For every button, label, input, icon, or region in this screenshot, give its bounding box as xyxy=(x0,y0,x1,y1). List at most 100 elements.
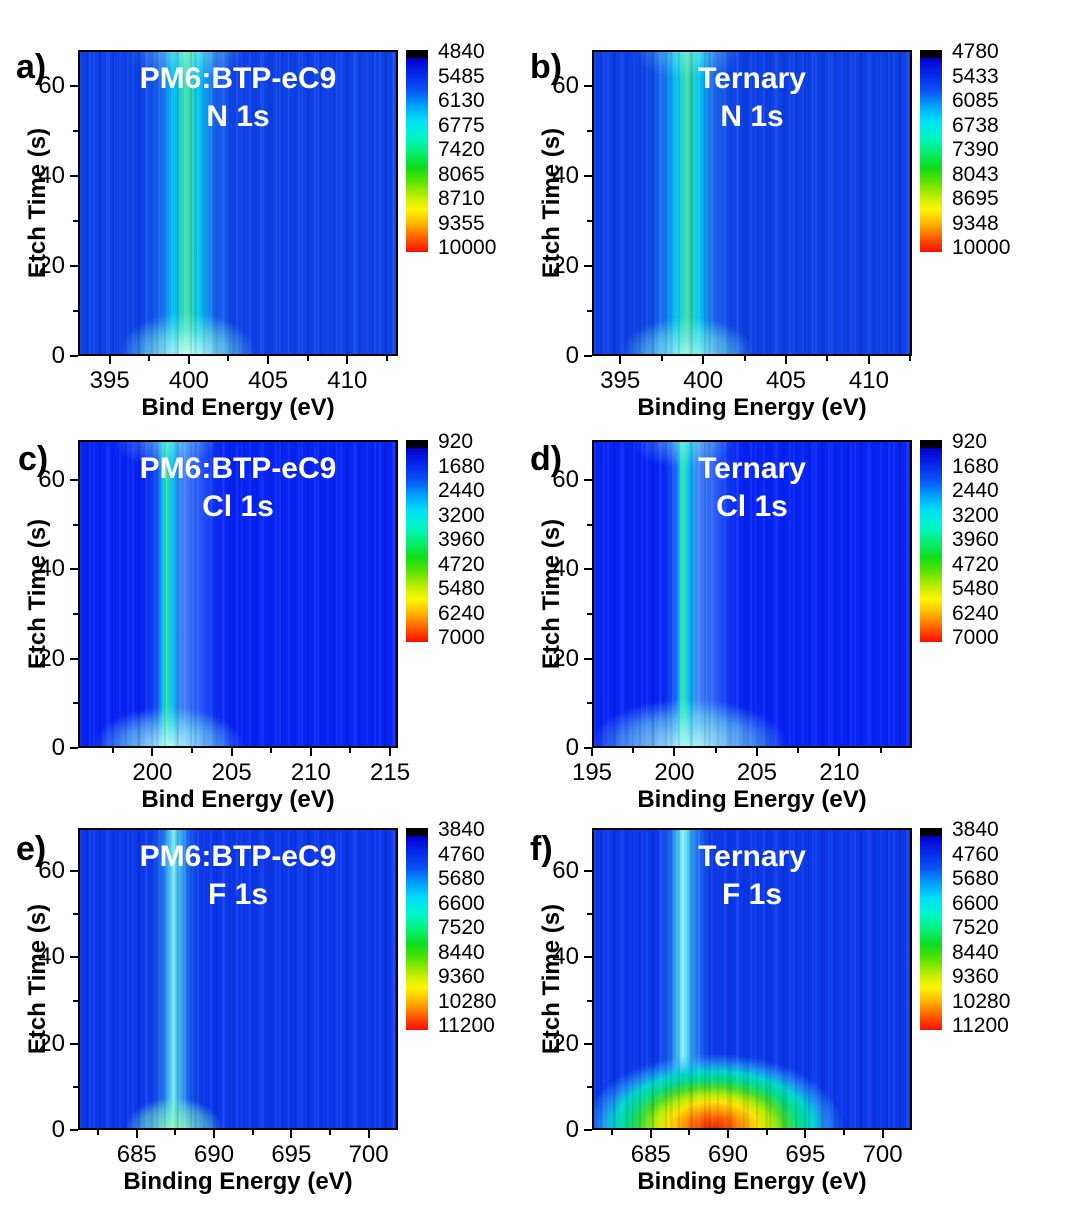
plot-title-e-line2: F 1s xyxy=(207,878,269,911)
x-axis-title-c: Bind Energy (eV) xyxy=(141,786,335,813)
x-axis-title-b: Binding Energy (eV) xyxy=(637,394,867,421)
colorbar-labels-b: 4780 5433 6085 6738 7390 8043 8695 9348 10000 xyxy=(952,41,1047,259)
x-tick xyxy=(867,356,870,364)
colorbar-tick-label: 3840 xyxy=(952,818,999,841)
y-tick-label: 60 xyxy=(552,857,579,885)
x-tick xyxy=(804,1130,807,1138)
colorbar-tick-label: 3960 xyxy=(438,528,485,551)
plot-title-b-line2: N 1s xyxy=(720,100,784,133)
y-tick-label: 0 xyxy=(51,342,65,369)
x-minor-tick xyxy=(385,356,388,361)
y-tick xyxy=(584,84,592,87)
plot-title-d-line2: Cl 1s xyxy=(716,490,788,523)
y-tick-label: 40 xyxy=(552,162,579,189)
colorbar-tick-label: 3960 xyxy=(952,528,999,551)
y-tick-label: 60 xyxy=(38,857,65,885)
y-tick-label: 0 xyxy=(51,1116,65,1143)
panel-label-c: c) xyxy=(18,440,49,478)
x-tick-label: 405 xyxy=(248,367,289,394)
plot-title-d: Ternary Cl 1s xyxy=(594,450,910,526)
x-tick-label: 395 xyxy=(89,367,130,394)
colorbar-tick-label: 1680 xyxy=(952,454,999,478)
x-tick-label: 695 xyxy=(271,1141,312,1168)
x-minor-tick xyxy=(765,1130,768,1135)
y-tick xyxy=(584,265,592,267)
y-minor-tick xyxy=(587,219,592,222)
colorbar-tick-label: 5480 xyxy=(438,577,485,600)
colorbar-tick-label: 7000 xyxy=(952,626,999,649)
y-tick xyxy=(70,1129,78,1131)
colorbar-tick-label: 4840 xyxy=(438,40,485,63)
colorbar-tick-label: 6240 xyxy=(438,601,485,625)
x-tick-label: 690 xyxy=(194,1141,235,1168)
x-tick xyxy=(151,748,154,756)
x-minor-tick xyxy=(306,356,309,361)
x-tick-label: 200 xyxy=(132,759,173,786)
y-tick xyxy=(70,84,78,87)
heatmap-f: Ternary F 1s xyxy=(592,828,912,1130)
y-minor-tick xyxy=(587,1085,592,1088)
colorbar-tick-label: 5485 xyxy=(438,64,485,88)
colorbar-tick-label: 4720 xyxy=(952,552,999,576)
x-tick-label: 215 xyxy=(370,759,411,786)
y-tick xyxy=(584,568,592,571)
y-minor-tick xyxy=(73,613,78,616)
colorbar-tick-label: 5680 xyxy=(952,867,999,890)
x-tick xyxy=(290,1130,293,1138)
colorbar-tick-label: 7520 xyxy=(438,916,485,939)
plot-title-e-line1: PM6:BTP-eC9 xyxy=(139,840,337,873)
x-axis-title-e: Binding Energy (eV) xyxy=(123,1168,353,1195)
x-minor-tick xyxy=(879,748,882,753)
x-tick-label: 410 xyxy=(327,367,368,394)
colorbar-tick-label: 9360 xyxy=(438,965,485,988)
colorbar-tick-label: 9348 xyxy=(952,211,999,235)
plot-title-c-line1: PM6:BTP-eC9 xyxy=(139,452,337,485)
colorbar-tick-label: 4760 xyxy=(952,842,999,866)
colorbar-tick-label: 10000 xyxy=(952,236,1011,259)
colorbar-tick-label: 6738 xyxy=(952,113,999,137)
y-tick-label: 20 xyxy=(38,252,65,279)
y-minor-tick xyxy=(73,1085,78,1088)
colorbar-tick-label: 1680 xyxy=(438,454,485,478)
x-tick-label: 700 xyxy=(862,1141,903,1168)
colorbar-labels-e: 3840 4760 5680 6600 7520 8440 9360 10280 11200 xyxy=(438,819,533,1037)
plot-title-e: PM6:BTP-eC9 F 1s xyxy=(80,838,396,914)
y-tick xyxy=(584,479,592,482)
heatmap-b: Ternary N 1s xyxy=(592,50,912,356)
y-tick-label: 20 xyxy=(552,252,579,279)
colorbar-labels-a: 4840 5485 6130 6775 7420 8065 8710 9355 10000 xyxy=(438,41,533,259)
colorbar-tick-label: 9360 xyxy=(952,965,999,988)
x-minor-tick xyxy=(174,1130,177,1135)
y-tick-label: 0 xyxy=(565,342,579,369)
colorbar-tick-label: 6775 xyxy=(438,113,485,137)
colorbar-labels-d: 920 1680 2440 3200 3960 4720 5480 6240 7000 xyxy=(952,431,1047,649)
y-tick xyxy=(70,870,78,873)
y-minor-tick xyxy=(73,702,78,705)
colorbar-tick-label: 2440 xyxy=(952,479,999,502)
x-minor-tick xyxy=(349,748,352,753)
y-tick-label: 60 xyxy=(38,71,65,99)
colorbar-b xyxy=(920,50,942,252)
colorbar-tick-label: 2440 xyxy=(438,479,485,502)
colorbar-tick-label: 5433 xyxy=(952,64,999,88)
colorbar-tick-label: 3200 xyxy=(952,503,999,527)
y-tick-label: 20 xyxy=(38,1029,65,1057)
y-tick-label: 20 xyxy=(552,644,579,672)
x-axis-title-d: Binding Energy (eV) xyxy=(637,786,867,813)
y-tick-label: 40 xyxy=(38,943,65,971)
x-tick-label: 690 xyxy=(708,1141,749,1168)
plot-title-f-line2: F 1s xyxy=(721,878,783,911)
y-minor-tick xyxy=(587,913,592,916)
y-tick-label: 20 xyxy=(552,1029,579,1057)
colorbar-tick-label: 8710 xyxy=(438,187,485,210)
x-tick xyxy=(702,356,705,364)
x-tick xyxy=(649,1130,652,1138)
y-minor-tick xyxy=(73,913,78,916)
x-tick xyxy=(367,1130,370,1138)
colorbar-tick-label: 4760 xyxy=(438,842,485,866)
plot-title-a-line2: N 1s xyxy=(206,100,270,133)
colorbar-tick-label: 6085 xyxy=(952,89,999,112)
x-minor-tick xyxy=(611,1130,614,1135)
y-minor-tick xyxy=(73,523,78,526)
